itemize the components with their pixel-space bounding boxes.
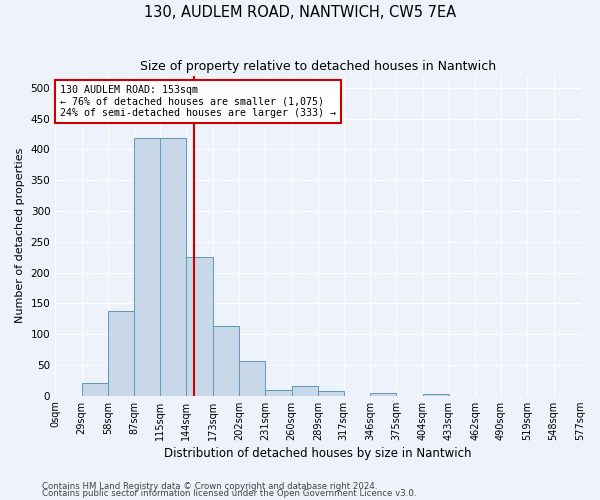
Bar bbox=[292, 386, 318, 396]
Bar bbox=[82, 384, 108, 396]
Bar bbox=[186, 257, 212, 396]
Bar bbox=[212, 326, 239, 396]
Bar bbox=[265, 390, 292, 396]
Text: 130, AUDLEM ROAD, NANTWICH, CW5 7EA: 130, AUDLEM ROAD, NANTWICH, CW5 7EA bbox=[144, 5, 456, 20]
Text: 130 AUDLEM ROAD: 153sqm
← 76% of detached houses are smaller (1,075)
24% of semi: 130 AUDLEM ROAD: 153sqm ← 76% of detache… bbox=[60, 85, 336, 118]
Text: Contains HM Land Registry data © Crown copyright and database right 2024.: Contains HM Land Registry data © Crown c… bbox=[42, 482, 377, 491]
Bar bbox=[160, 138, 186, 396]
Bar bbox=[422, 394, 449, 396]
Bar bbox=[108, 310, 134, 396]
Text: Contains public sector information licensed under the Open Government Licence v3: Contains public sector information licen… bbox=[42, 490, 416, 498]
Bar bbox=[318, 392, 344, 396]
X-axis label: Distribution of detached houses by size in Nantwich: Distribution of detached houses by size … bbox=[164, 447, 472, 460]
Bar bbox=[370, 393, 396, 396]
Y-axis label: Number of detached properties: Number of detached properties bbox=[15, 148, 25, 324]
Title: Size of property relative to detached houses in Nantwich: Size of property relative to detached ho… bbox=[140, 60, 496, 73]
Bar bbox=[239, 360, 265, 396]
Bar bbox=[134, 138, 161, 396]
